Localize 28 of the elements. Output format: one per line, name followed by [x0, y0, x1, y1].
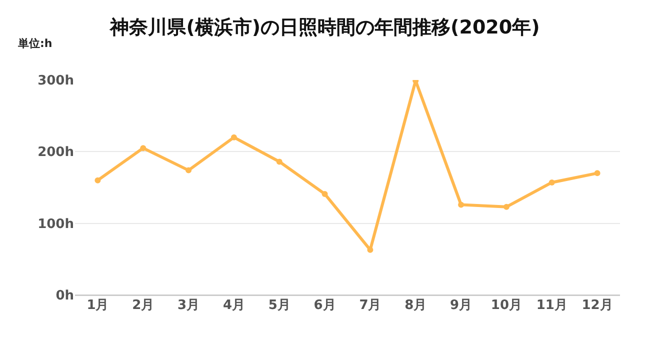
x-tick-label: 10月	[490, 298, 522, 313]
x-tick-label: 2月	[132, 298, 154, 313]
x-tick-label: 1月	[86, 298, 109, 313]
point	[230, 134, 237, 140]
chart-title: 神奈川県(横浜市)の日照時間の年間推移(2020年)	[109, 16, 540, 39]
point	[94, 177, 101, 184]
x-tick-label: 8月	[404, 298, 427, 313]
x-tick-label: 3月	[178, 298, 200, 313]
x-tick-label: 6月	[314, 298, 336, 313]
y-tick-label: 300h	[38, 74, 74, 89]
x-tick-label: 5月	[268, 298, 290, 313]
point	[594, 170, 600, 176]
x-tick-label: 7月	[359, 298, 382, 313]
point	[140, 145, 146, 152]
y-tick-label: 200h	[38, 145, 74, 160]
point	[503, 204, 510, 210]
x-tick-label: 9月	[450, 298, 472, 313]
point	[458, 202, 464, 208]
point	[186, 167, 192, 174]
point	[322, 190, 328, 197]
x-tick-label: 4月	[222, 298, 245, 313]
x-tick-label: 11月	[536, 298, 568, 313]
text: 単位:h	[17, 37, 52, 50]
y-tick-label: 100h	[38, 216, 74, 232]
point	[548, 179, 555, 186]
point	[276, 158, 282, 165]
y-tick-label: 0h	[56, 288, 74, 304]
x-tick-label: 12月	[582, 298, 613, 313]
